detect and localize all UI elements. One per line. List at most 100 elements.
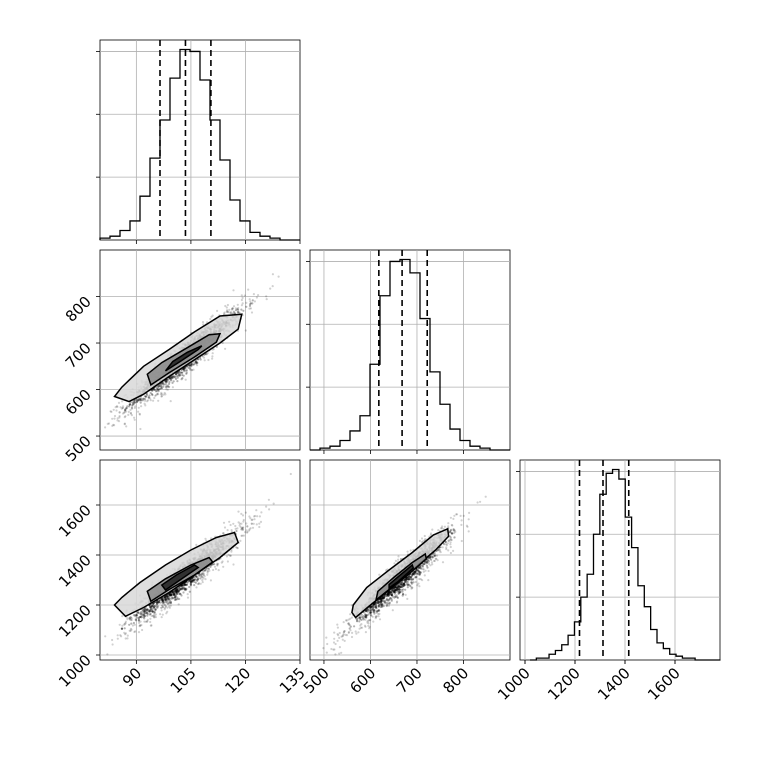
- sample-point: [125, 406, 128, 409]
- sample-point: [229, 554, 232, 557]
- sample-point: [153, 611, 156, 614]
- sample-point: [236, 527, 239, 530]
- sample-point: [230, 548, 233, 552]
- sample-point: [381, 597, 384, 600]
- sample-point: [147, 609, 150, 612]
- sample-point: [155, 600, 158, 604]
- sample-point: [169, 594, 172, 597]
- sample-point: [425, 560, 428, 563]
- sample-point: [394, 591, 397, 594]
- sample-point: [183, 583, 186, 586]
- sample-point: [234, 309, 238, 312]
- sample-point: [197, 358, 200, 361]
- sample-point: [418, 585, 421, 588]
- sample-point: [168, 602, 171, 605]
- sample-point: [154, 616, 157, 619]
- sample-point: [153, 605, 156, 608]
- sample-point: [408, 575, 411, 578]
- sample-point: [171, 381, 174, 384]
- sample-point: [380, 605, 383, 608]
- sample-point: [193, 578, 196, 582]
- sample-point: [325, 636, 328, 639]
- sample-point: [402, 593, 405, 596]
- sample-point: [366, 609, 369, 612]
- sample-point: [356, 620, 359, 623]
- sample-point: [119, 406, 122, 409]
- sample-point: [189, 582, 192, 585]
- sample-point: [165, 381, 168, 384]
- sample-point: [161, 599, 164, 602]
- x-tick-label-2-1: 1200: [544, 664, 584, 704]
- sample-point: [182, 591, 185, 594]
- sample-point: [190, 579, 193, 582]
- sample-point: [255, 523, 258, 526]
- sample-point: [367, 608, 370, 611]
- sample-point: [165, 386, 168, 389]
- sample-point: [164, 598, 168, 601]
- sample-point: [224, 347, 227, 350]
- sample-point: [402, 583, 406, 586]
- sample-point: [338, 631, 341, 635]
- sample-point: [124, 633, 127, 636]
- sample-point: [371, 604, 374, 608]
- sample-point: [123, 416, 126, 419]
- sample-point: [246, 531, 249, 534]
- sample-point: [131, 624, 134, 627]
- sample-point: [407, 577, 410, 581]
- sample-point: [451, 524, 454, 527]
- sample-point: [231, 307, 234, 310]
- sample-point: [365, 616, 368, 619]
- sample-point: [338, 646, 341, 649]
- sample-point: [164, 380, 168, 383]
- sample-point: [160, 387, 163, 390]
- sample-point: [381, 603, 384, 606]
- sample-point: [190, 364, 193, 367]
- sample-point: [415, 569, 418, 572]
- sample-point: [277, 275, 280, 278]
- sample-point: [139, 613, 143, 616]
- sample-point: [196, 578, 199, 581]
- sample-point: [192, 363, 195, 366]
- sample-point: [204, 578, 207, 581]
- sample-point: [412, 571, 415, 574]
- sample-point: [403, 578, 407, 582]
- sample-point: [175, 375, 178, 378]
- sample-point: [164, 605, 167, 608]
- sample-point: [405, 578, 408, 581]
- sample-point: [449, 541, 452, 544]
- sample-point: [152, 616, 156, 619]
- sample-point: [424, 538, 427, 541]
- pair-panel-0-2: [99, 459, 301, 661]
- sample-point: [138, 399, 141, 402]
- sample-point: [434, 554, 437, 557]
- sample-point: [449, 545, 452, 549]
- sample-point: [238, 522, 241, 525]
- sample-point: [418, 573, 421, 576]
- sample-point: [249, 517, 252, 520]
- sample-point: [405, 580, 408, 583]
- sample-point: [144, 614, 147, 618]
- sample-point: [362, 618, 365, 621]
- sample-point: [142, 609, 145, 612]
- sample-point: [188, 364, 191, 367]
- sample-point: [230, 308, 234, 311]
- sample-point: [125, 425, 128, 428]
- sample-point: [168, 598, 171, 601]
- sample-point: [385, 604, 388, 608]
- sample-point: [201, 321, 205, 324]
- sample-point: [400, 583, 403, 586]
- sample-point: [380, 598, 383, 601]
- sample-point: [254, 514, 257, 518]
- sample-point: [396, 600, 399, 603]
- sample-point: [194, 581, 197, 584]
- sample-point: [155, 387, 159, 390]
- sample-point: [138, 412, 141, 415]
- sample-point: [382, 597, 386, 600]
- sample-point: [400, 585, 403, 589]
- sample-point: [195, 361, 198, 365]
- sample-point: [185, 583, 188, 586]
- sample-point: [137, 398, 140, 401]
- sample-point: [182, 583, 185, 586]
- sample-point: [350, 616, 353, 619]
- sample-point: [168, 597, 171, 600]
